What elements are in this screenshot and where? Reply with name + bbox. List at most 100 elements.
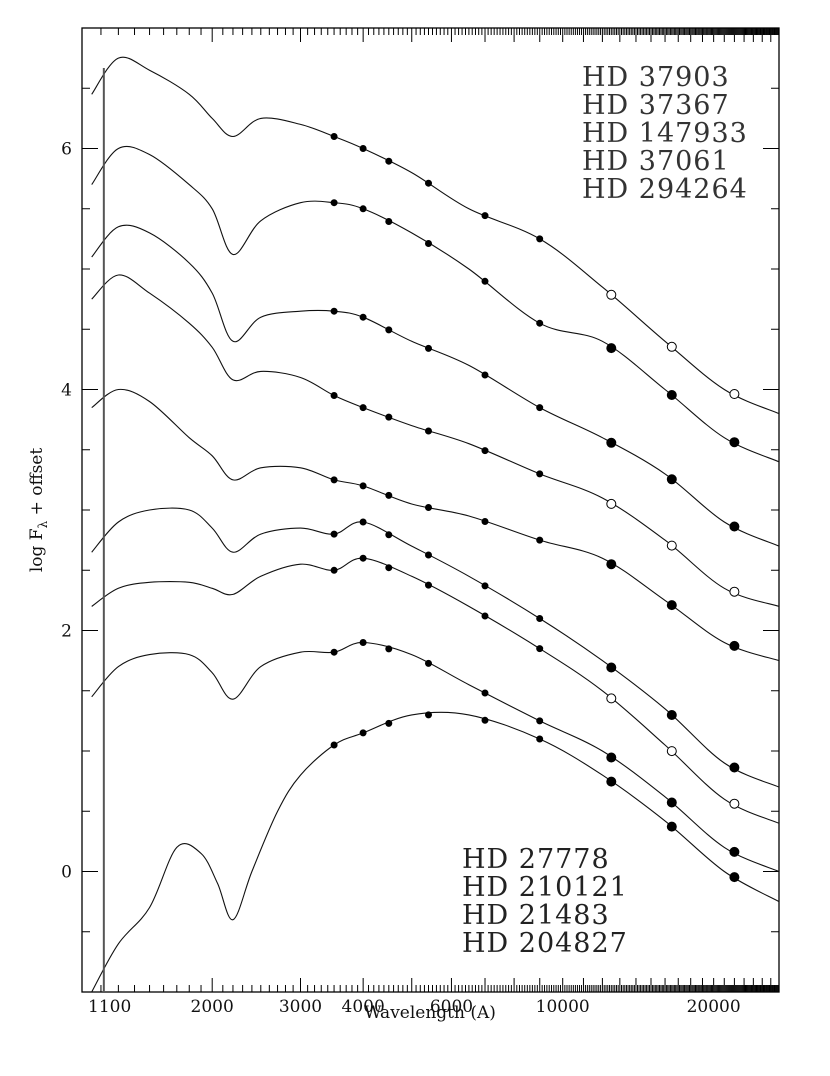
data-point bbox=[729, 521, 740, 532]
data-point bbox=[729, 640, 740, 651]
x-tick-label: 1100 bbox=[88, 997, 131, 1017]
data-point bbox=[536, 319, 544, 327]
y-tick-labels: 0 2 4 6 bbox=[61, 140, 72, 883]
data-point bbox=[666, 540, 677, 551]
series-line bbox=[91, 145, 780, 463]
data-point bbox=[385, 218, 393, 225]
series-line bbox=[91, 557, 780, 824]
data-point bbox=[359, 639, 367, 646]
data-point bbox=[359, 554, 367, 562]
axis-ticks bbox=[81, 27, 780, 993]
data-point bbox=[606, 776, 617, 787]
series-line bbox=[91, 224, 780, 547]
data-point bbox=[666, 474, 677, 485]
data-point bbox=[606, 559, 617, 570]
legend-top-item: HD 37903 bbox=[582, 62, 730, 93]
x-tick-label: 3000 bbox=[279, 997, 322, 1017]
data-point bbox=[729, 586, 740, 597]
data-point bbox=[481, 716, 489, 724]
data-point bbox=[606, 437, 617, 448]
data-point bbox=[330, 392, 338, 399]
data-point bbox=[606, 289, 617, 300]
data-point bbox=[359, 313, 367, 321]
data-point bbox=[385, 491, 393, 499]
data-point bbox=[359, 729, 367, 737]
photometry-markers bbox=[330, 133, 740, 883]
data-point bbox=[385, 645, 393, 653]
series-line bbox=[91, 711, 780, 993]
data-point bbox=[666, 390, 677, 400]
x-tick-label: 20000 bbox=[687, 997, 741, 1017]
x-axis-title: Wavelength (A) bbox=[364, 1003, 496, 1023]
data-point bbox=[481, 447, 489, 455]
data-point bbox=[330, 199, 338, 207]
data-point bbox=[666, 746, 677, 757]
data-point bbox=[425, 344, 432, 352]
data-point bbox=[330, 307, 338, 315]
data-point bbox=[359, 145, 367, 152]
data-point bbox=[536, 615, 544, 622]
legend-top-item: HD 37367 bbox=[582, 90, 730, 121]
data-point bbox=[666, 341, 677, 352]
x-tick-label: 6000 bbox=[430, 997, 473, 1017]
data-point bbox=[536, 235, 544, 243]
data-point bbox=[359, 404, 367, 412]
data-point bbox=[330, 476, 338, 484]
y-axis-title: log Fλ + offset bbox=[27, 448, 50, 573]
data-point bbox=[425, 659, 432, 667]
y-tick-label: 0 bbox=[61, 863, 72, 883]
y-axis-title-subscript: λ bbox=[36, 520, 50, 528]
data-point bbox=[385, 413, 393, 421]
y-tick-label: 6 bbox=[61, 140, 72, 160]
legend-bottom-item: HD 21483 bbox=[462, 900, 610, 931]
y-tick-label: 4 bbox=[61, 381, 72, 401]
spectra-curves bbox=[91, 56, 780, 993]
data-point bbox=[729, 437, 740, 448]
data-point bbox=[606, 343, 617, 354]
data-point bbox=[330, 530, 338, 538]
data-point bbox=[359, 518, 367, 526]
series-line bbox=[91, 388, 780, 662]
data-point bbox=[729, 798, 740, 809]
legend-bottom-item: HD 27778 bbox=[462, 844, 610, 875]
data-point bbox=[425, 179, 432, 187]
data-point bbox=[729, 762, 740, 773]
data-point bbox=[536, 536, 544, 544]
data-point bbox=[666, 797, 677, 808]
data-point bbox=[359, 205, 367, 213]
x-tick-label: 2000 bbox=[191, 997, 234, 1017]
data-point bbox=[385, 564, 393, 572]
x-tick-label: 4000 bbox=[342, 997, 385, 1017]
series-line bbox=[91, 507, 780, 788]
legend-top-item: HD 37061 bbox=[582, 146, 730, 177]
data-point bbox=[425, 711, 432, 719]
data-point bbox=[606, 662, 617, 673]
data-point bbox=[666, 710, 677, 720]
data-point bbox=[481, 277, 489, 285]
data-point bbox=[330, 648, 338, 656]
legend-bottom-item: HD 210121 bbox=[462, 872, 628, 903]
data-point bbox=[481, 612, 489, 620]
series-line bbox=[91, 56, 780, 415]
data-point bbox=[425, 240, 432, 247]
data-point bbox=[385, 326, 393, 334]
data-point bbox=[606, 752, 617, 763]
legend-bottom-item: HD 204827 bbox=[462, 928, 628, 959]
data-point bbox=[666, 821, 677, 832]
data-point bbox=[481, 582, 489, 590]
series-line bbox=[91, 274, 780, 607]
data-point bbox=[385, 719, 393, 727]
data-point bbox=[425, 427, 432, 435]
data-point bbox=[606, 693, 617, 704]
y-tick-label: 2 bbox=[61, 622, 72, 642]
data-point bbox=[481, 212, 489, 220]
series-line bbox=[91, 641, 780, 873]
legend-top-item: HD 147933 bbox=[582, 118, 748, 149]
data-point bbox=[330, 566, 338, 574]
data-point bbox=[536, 404, 544, 412]
data-point bbox=[729, 389, 740, 399]
data-point bbox=[729, 872, 740, 883]
legend-top-item: HD 294264 bbox=[582, 174, 748, 205]
data-point bbox=[481, 689, 489, 697]
